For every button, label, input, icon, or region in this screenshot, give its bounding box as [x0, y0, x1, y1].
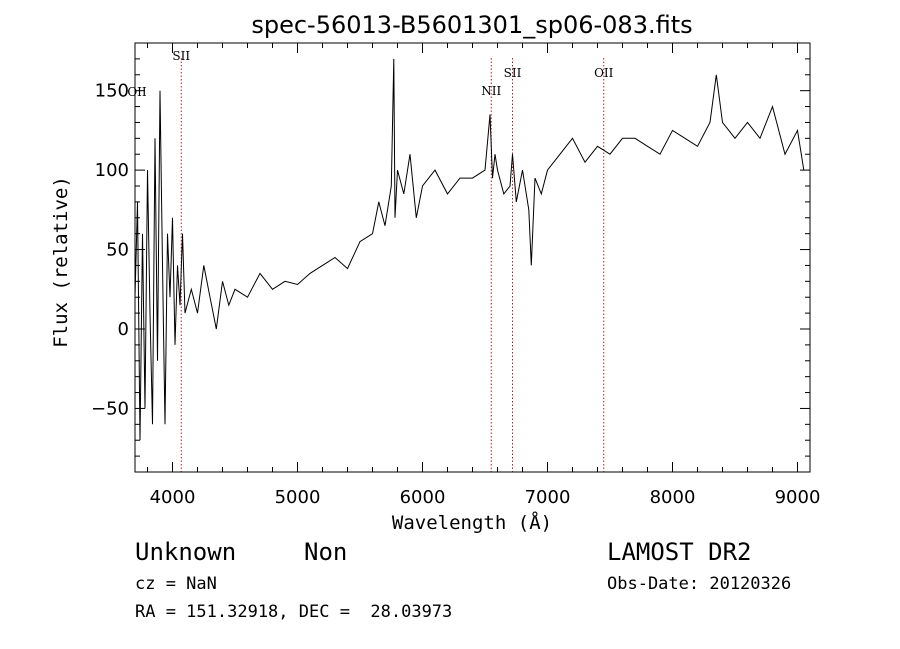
class-label: Unknown — [135, 538, 237, 566]
y-tick-label: 50 — [106, 240, 129, 261]
x-tick-label: 8000 — [650, 487, 696, 508]
y-tick-label: −50 — [91, 398, 129, 419]
chart-title: spec-56013-B5601301_sp06-083.fits — [251, 11, 692, 39]
coordinates-label: RA = 151.32918, DEC = 28.03973 — [135, 602, 453, 622]
obs-date-label: Obs-Date: 20120326 — [607, 574, 792, 594]
y-tick-label: 150 — [95, 81, 129, 102]
y-axis-label: Flux (relative) — [50, 176, 72, 348]
spectrum-line-0 — [134, 58, 805, 441]
emission-line-label: SII — [172, 49, 190, 63]
y-tick-label: 100 — [95, 160, 129, 181]
redshift-label: cz = NaN — [135, 574, 217, 594]
emission-line-label: OII — [127, 85, 147, 99]
emission-line-label: OII — [594, 66, 614, 80]
x-axis-label: Wavelength (Å) — [392, 511, 552, 534]
survey-label: LAMOST DR2 — [607, 538, 752, 566]
x-tick-label: 4000 — [150, 487, 196, 508]
x-tick-label: 7000 — [525, 487, 571, 508]
subclass-label: Non — [304, 538, 348, 566]
x-tick-label: 5000 — [275, 487, 321, 508]
x-tick-label: 6000 — [400, 487, 446, 508]
x-tick-label: 9000 — [775, 487, 821, 508]
emission-line-label: SII — [504, 66, 522, 80]
plot-frame — [134, 42, 811, 473]
emission-line-label: NII — [481, 84, 501, 98]
y-tick-label: 0 — [118, 319, 129, 340]
